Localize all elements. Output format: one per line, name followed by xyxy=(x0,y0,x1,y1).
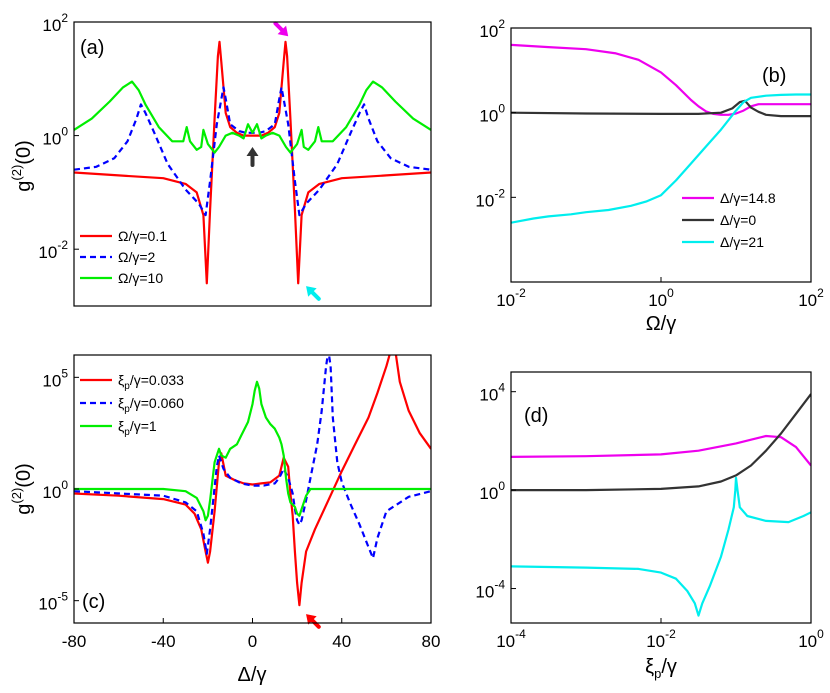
legend-label: Δ/γ=0 xyxy=(720,212,756,228)
y-tick-label: 10-4 xyxy=(475,578,505,602)
x-tick-label: 102 xyxy=(798,286,824,310)
x-tick-label: 0 xyxy=(248,632,257,651)
y-tick-label: 100 xyxy=(42,125,68,149)
series-line-1 xyxy=(511,434,811,467)
panel-a-series-layer xyxy=(74,21,431,301)
x-tick-label: -40 xyxy=(151,632,176,651)
x-tick-label: -80 xyxy=(62,632,87,651)
series-line-2 xyxy=(511,393,811,492)
annotation-arrow xyxy=(246,146,259,167)
y-tick-label: 10-2 xyxy=(475,186,505,210)
x-tick-label: 40 xyxy=(332,632,351,651)
panel-c-x-axis-label: Δ/γ xyxy=(238,664,267,686)
x-tick-label: 10-2 xyxy=(496,286,526,310)
legend-label: Ω/γ=2 xyxy=(118,249,156,265)
legend-label: ξp/γ=1 xyxy=(118,418,157,438)
panel-d-tick-layer: 10-4 10-2 100 104 100 10-4 xyxy=(475,381,824,651)
panel-b-tick-layer: 10-2 100 102 102 100 10-2 xyxy=(475,17,824,310)
panel-a-legend: Ω/γ=0.1 Ω/γ=2 Ω/γ=10 xyxy=(80,228,167,286)
panel-c-legend: ξp/γ=0.033 ξp/γ=0.060 ξp/γ=1 xyxy=(80,372,184,438)
y-tick-label: 105 xyxy=(42,366,68,390)
panel-b-series-layer xyxy=(511,43,811,224)
panel-a-tick-layer: 102 100 10-2 xyxy=(38,11,79,262)
y-tick-label: 10-2 xyxy=(38,238,68,262)
series-line-2 xyxy=(511,99,811,118)
panel-d-series-layer xyxy=(511,393,811,617)
panel-d-label: (d) xyxy=(524,405,548,427)
annotation-arrow xyxy=(273,21,289,37)
y-tick-label: 104 xyxy=(479,381,505,405)
x-tick-label: 10-4 xyxy=(496,627,526,651)
panel-a-label: (a) xyxy=(80,37,104,59)
series-line-3 xyxy=(511,93,811,224)
legend-label: ξp/γ=0.060 xyxy=(118,395,184,415)
panel-a-axes-frame xyxy=(73,21,432,307)
y-tick-label: 100 xyxy=(479,479,505,503)
legend-label: Δ/γ=21 xyxy=(720,234,764,250)
annotation-arrow xyxy=(306,286,321,301)
panel-d-axes-frame xyxy=(510,371,812,624)
legend-label: Δ/γ=14.8 xyxy=(720,190,776,206)
panel-c-tick-layer: -80 -40 0 40 80 105 100 10-5 xyxy=(38,366,440,651)
x-tick-label: 10-2 xyxy=(646,627,676,651)
series-line-3 xyxy=(74,80,431,154)
legend-label: Ω/γ=0.1 xyxy=(118,228,167,244)
y-tick-label: 10-5 xyxy=(38,590,68,614)
panel-b-legend: Δ/γ=14.8 Δ/γ=0 Δ/γ=21 xyxy=(682,190,776,250)
y-tick-label: 100 xyxy=(479,102,505,126)
legend-label: Ω/γ=10 xyxy=(118,270,163,286)
panel-b-x-axis-label: Ω/γ xyxy=(646,313,677,335)
legend-label: ξp/γ=0.033 xyxy=(118,372,184,392)
panel-d-x-axis-label: ξp/γ xyxy=(645,656,677,681)
y-tick-label: 100 xyxy=(42,478,68,502)
annotation-arrow xyxy=(306,614,321,629)
panel-b-label: (b) xyxy=(762,65,786,87)
panel-c: -80 -40 0 40 80 105 100 10-5 (c) Δ/γ g(2)(0) ξp… xyxy=(9,354,440,686)
panel-a-y-axis-label: g(2)(0) xyxy=(9,140,35,191)
series-line-3 xyxy=(511,476,811,617)
series-line-3 xyxy=(74,380,431,522)
series-line-2 xyxy=(74,355,431,560)
panel-d: 10-4 10-2 100 104 100 10-4 (d) ξp/γ xyxy=(475,371,824,681)
panel-c-label: (c) xyxy=(82,591,105,613)
x-tick-label: 80 xyxy=(422,632,441,651)
series-line-1 xyxy=(74,40,431,285)
panel-c-y-axis-label: g(2)(0) xyxy=(9,463,35,514)
x-tick-label: 100 xyxy=(798,627,824,651)
y-tick-label: 102 xyxy=(42,11,68,35)
y-tick-label: 102 xyxy=(479,17,505,41)
panel-a: 102 100 10-2 (a) g(2)(0) Ω/γ=0.1 Ω/γ=2 Ω/γ=1… xyxy=(9,11,432,307)
x-tick-label: 100 xyxy=(648,286,674,310)
